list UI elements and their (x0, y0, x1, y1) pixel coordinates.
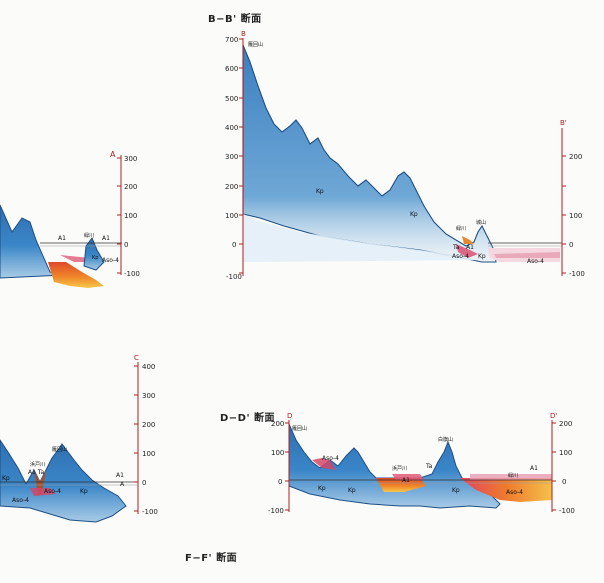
panel-d-label-aso4b: Aso-4 (506, 489, 523, 496)
panel-a-label-al-right: A1 (102, 235, 110, 242)
panel-c-label-kp-right: Kp (80, 488, 88, 495)
panel-b-left-tick-300: 300 (225, 153, 238, 161)
panel-b-label-aso4b: Aso-4 (527, 258, 544, 265)
panel-b-label-river: 緑川 (456, 225, 466, 232)
panel-b-left-tick-0: 0 (232, 241, 236, 249)
panel-c-tick-100: 100 (142, 450, 155, 458)
panel-b-right-tick-minus100: -100 (569, 270, 585, 278)
panel-b-label-ta: Ta (452, 244, 460, 251)
panel-b-right-tick-0: 0 (569, 241, 573, 249)
panel-c-label-kp-left: Kp (2, 475, 10, 482)
panel-c-tick-300: 300 (142, 392, 155, 400)
panel-d-label-kp1: Kp (318, 485, 326, 492)
panel-c-label-al-right: A1 (116, 472, 124, 479)
panel-d-right-tick-100: 100 (559, 449, 572, 457)
panel-a-label-aso4: Aso-4 (102, 257, 119, 264)
panel-c: C 400 300 200 100 0 -100 雁回山 浜戸川 A1 Ta A… (0, 354, 158, 523)
panel-d-start-label: D (287, 412, 292, 420)
panel-b-label-al: A1 (466, 244, 474, 251)
panel-c-label-a-right: A (120, 481, 125, 488)
panel-d-label-peak-mid: 白旗山 (438, 436, 453, 443)
panel-d-label-al2: A1 (402, 477, 410, 484)
panel-d-label-kp3: Kp (452, 487, 460, 494)
panel-d-label-river2: 緑川 (508, 472, 518, 479)
panel-a-tick-200: 200 (124, 183, 137, 191)
panel-a-tick-0: 0 (124, 241, 128, 249)
panel-d-end-label: D' (550, 412, 557, 420)
panel-c-tick-minus100: -100 (142, 508, 158, 516)
panel-b-label-kp1: Kp (316, 188, 324, 195)
panel-a-label-al-left: A1 (58, 235, 66, 242)
section-title-bb: B−B' 断面 (208, 14, 262, 25)
panel-d-label-aso4: Aso-4 (322, 455, 339, 462)
panel-d-left-tick-minus100: -100 (268, 507, 284, 515)
panel-c-tick-200: 200 (142, 421, 155, 429)
panel-b-label-small-peak: 城山 (476, 219, 486, 226)
panel-a-tick-minus100: -100 (124, 270, 140, 278)
panel-b-left-tick-minus100: -100 (226, 273, 242, 281)
panel-b-label-peak: 雁回山 (248, 41, 263, 48)
panel-d-right-tick-200: 200 (559, 420, 572, 428)
panel-b-left-tick-500: 500 (225, 95, 238, 103)
panel-b-left-tick-600: 600 (225, 65, 238, 73)
panel-d: D 200 100 0 -100 D' 200 100 0 -100 雁回山 A… (268, 412, 575, 515)
panel-d-left-tick-200: 200 (271, 420, 284, 428)
panel-a-end-label: A (110, 150, 116, 159)
panel-b-right-tick-200: 200 (569, 153, 582, 161)
panel-c-end-label: C (134, 354, 139, 362)
panel-c-label-river: 浜戸川 (30, 461, 45, 468)
panel-b-label-aso4a: Aso-4 (452, 253, 469, 260)
panel-d-right-tick-0: 0 (562, 478, 566, 486)
panel-c-label-al-ta: A1 Ta (28, 469, 45, 476)
panel-d-left-tick-100: 100 (271, 449, 284, 457)
panel-d-label-al: A1 (530, 465, 538, 472)
panel-d-right-tick-minus100: -100 (559, 507, 575, 515)
panel-d-label-ta: Ta (425, 463, 433, 470)
panel-d-label-peak-left: 雁回山 (292, 425, 307, 432)
panel-c-label-peak: 雁回山 (52, 446, 67, 453)
panel-b-left-tick-400: 400 (225, 124, 238, 132)
panel-b-left-tick-100: 100 (225, 212, 238, 220)
panel-a-tick-300: 300 (124, 155, 137, 163)
panel-b-left-tick-700: 700 (225, 36, 238, 44)
panel-d-label-kp2: Kp (348, 487, 356, 494)
panel-a-tick-100: 100 (124, 212, 137, 220)
panel-b-right-tick-100: 100 (569, 212, 582, 220)
panel-b: B 700 600 500 400 300 200 100 0 -100 B' … (225, 30, 585, 281)
panel-c-label-aso4: Aso-4 (44, 488, 61, 495)
panel-c-tick-0: 0 (142, 479, 146, 487)
panel-a: A 300 200 100 0 -100 A1 緑川 A1 Aso-4 Kp (0, 150, 140, 288)
panel-d-left-tick-0: 0 (278, 478, 282, 486)
panel-c-tick-400: 400 (142, 363, 155, 371)
panel-b-left-tick-200: 200 (225, 183, 238, 191)
panel-d-label-river: 浜戸川 (392, 465, 407, 472)
panel-a-label-kp: Kp (92, 255, 98, 261)
panel-b-label-kp3: Kp (478, 253, 486, 260)
panel-c-label-aso4b: Aso-4 (12, 497, 29, 504)
panel-b-label-kp2: Kp (410, 211, 418, 218)
panel-a-label-river: 緑川 (84, 232, 94, 239)
panel-b-end-label: B' (560, 119, 567, 127)
section-title-dd: D−D' 断面 (220, 413, 276, 424)
panel-b-start-label: B (241, 30, 246, 38)
section-title-ff: F−F' 断面 (185, 553, 238, 564)
